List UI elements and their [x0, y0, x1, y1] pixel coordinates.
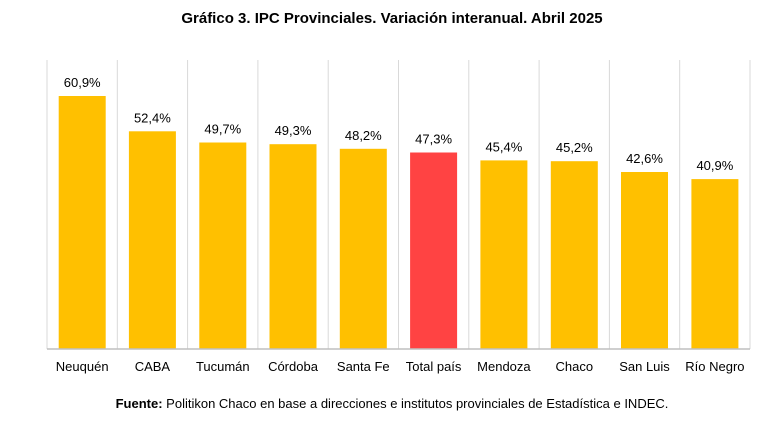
value-label: 60,9%: [64, 75, 101, 90]
bar-río-negro: [691, 179, 739, 349]
category-label: Santa Fe: [337, 359, 390, 374]
category-label: CABA: [135, 359, 171, 374]
bar-santa-fe: [339, 148, 387, 349]
chart-title: Gráfico 3. IPC Provinciales. Variación i…: [181, 10, 603, 27]
bar-san-luis: [621, 172, 668, 349]
value-label: 40,9%: [696, 158, 733, 173]
category-label: Río Negro: [685, 359, 744, 374]
bar-córdoba: [269, 144, 317, 349]
source-text: Politikon Chaco en base a direcciones e …: [162, 396, 669, 411]
bar-tucumán: [199, 142, 247, 349]
bar-caba: [128, 131, 176, 349]
category-label: Mendoza: [477, 359, 531, 374]
category-label: Córdoba: [268, 359, 319, 374]
value-label: 47,3%: [415, 132, 452, 147]
bar-chaco: [550, 161, 598, 349]
category-label: San Luis: [619, 359, 670, 374]
bar-total-país: [410, 152, 458, 349]
bars: [58, 96, 739, 349]
source-label: Fuente:: [115, 396, 163, 411]
value-label: 49,3%: [275, 123, 312, 138]
category-label: Chaco: [556, 359, 594, 374]
value-label: 45,4%: [485, 139, 522, 154]
bar-neuquén: [58, 96, 106, 349]
source-note: Fuente: Politikon Chaco en base a direcc…: [0, 396, 784, 411]
value-label: 42,6%: [626, 151, 663, 166]
category-labels: Neuquén CABA Tucumán Córdoba Santa Fe Total p…: [56, 359, 745, 374]
category-label: Total país: [406, 359, 462, 374]
category-label: Neuquén: [56, 359, 109, 374]
value-labels: 60,9% 52,4% 49,7% 49,3% 48,2% 47,3% 45,4% 45,2%…: [64, 75, 734, 173]
value-label: 52,4%: [134, 110, 171, 125]
value-label: 48,2%: [345, 128, 382, 143]
bar-mendoza: [480, 160, 528, 349]
value-label: 45,2%: [556, 140, 593, 155]
gridlines: [46, 60, 751, 349]
value-label: 49,7%: [204, 122, 241, 137]
bar-chart: 60,9% 52,4% 49,7% 49,3% 48,2% 47,3% 45,4% 45,2%…: [46, 60, 751, 374]
category-label: Tucumán: [196, 359, 250, 374]
